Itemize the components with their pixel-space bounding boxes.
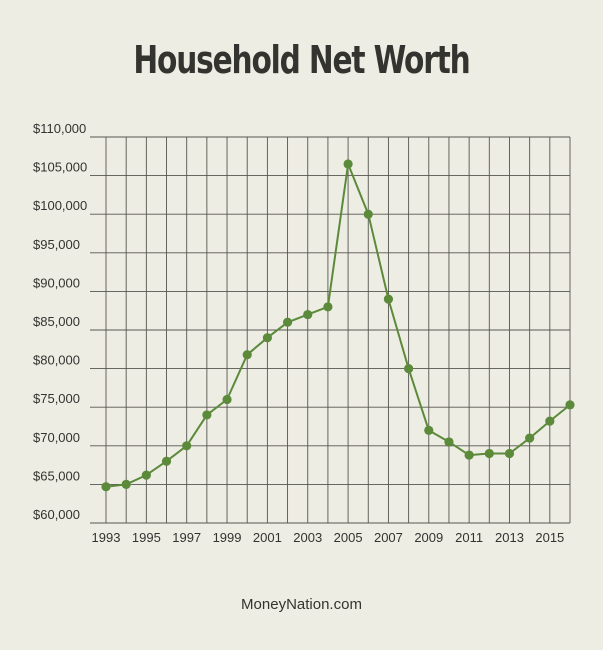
y-axis-tick-labels: $60,000 $65,000 $70,000 $75,000 $80,000 $85,0… [33,121,87,522]
data-point [565,400,575,410]
x-tick-label: 2003 [293,530,322,545]
x-tick-label: 2013 [495,530,524,545]
series-line-path [105,163,571,488]
data-point [282,317,293,327]
data-point [161,456,172,466]
y-tick-label: $100,000 [33,198,87,213]
data-point [504,448,515,459]
data-point [525,433,535,443]
data-point [444,437,454,447]
data-point [141,470,151,480]
y-tick-label: $95,000 [33,237,80,252]
data-point [363,209,373,219]
data-points [101,159,575,492]
data-point [121,479,131,489]
data-point [303,309,313,320]
data-point [101,482,111,492]
y-tick-label: $75,000 [33,391,80,406]
data-point [464,450,474,460]
data-point [323,302,333,312]
x-tick-label: 2007 [374,530,403,545]
y-tick-label: $60,000 [33,507,80,522]
data-point [545,416,555,426]
data-point [222,394,232,405]
data-point [383,294,394,304]
data-point [182,441,192,451]
source-credit: MoneyNation.com [241,596,362,613]
x-tick-label: 1999 [213,530,242,545]
chart-title: Household Net Worth [133,38,470,82]
grid-lines [90,136,571,524]
data-point [242,350,252,360]
series-line [105,163,571,488]
x-tick-label: 1995 [132,530,161,545]
data-point [424,425,434,435]
x-tick-label: 2001 [253,530,282,545]
x-tick-label: 2009 [414,530,443,545]
y-tick-label: $110,000 [33,121,86,136]
x-tick-label: 1997 [172,530,201,545]
x-tick-label: 1993 [92,530,121,545]
data-point [484,448,494,459]
y-tick-label: $65,000 [33,468,80,483]
y-tick-label: $80,000 [33,353,80,368]
x-tick-label: 2011 [455,530,483,545]
y-tick-label: $70,000 [33,430,80,445]
y-tick-label: $90,000 [33,275,80,290]
data-point [343,159,353,169]
data-point [202,410,212,420]
y-tick-label: $105,000 [33,160,87,175]
y-tick-label: $85,000 [33,314,80,329]
data-point [262,333,272,343]
x-tick-label: 2015 [535,530,564,545]
x-tick-label: 2005 [334,530,363,545]
data-point [404,364,414,374]
x-axis-tick-labels: 1993 1995 1997 1999 2001 2003 2005 2007 2009 2011… [92,530,565,545]
